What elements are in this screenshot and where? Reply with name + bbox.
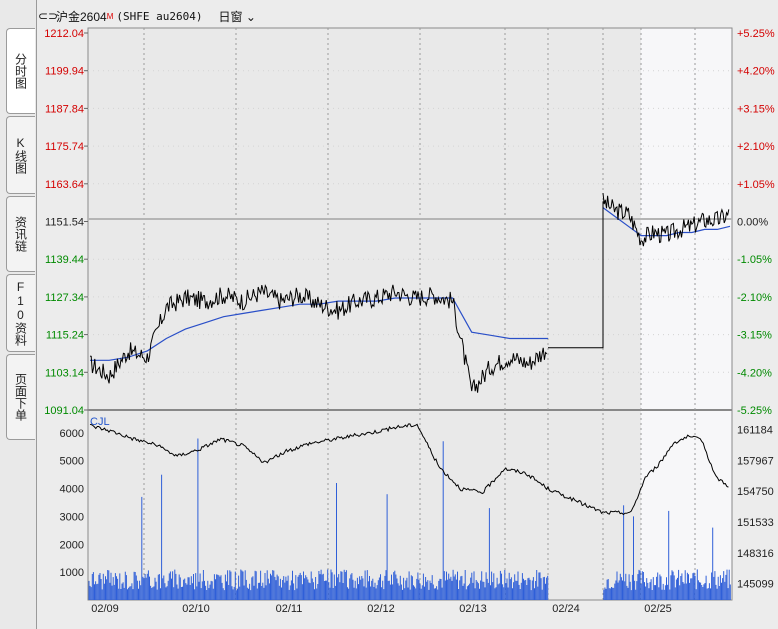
open-interest-tick-label: 154750 bbox=[737, 486, 774, 498]
volume-tick-label: 1000 bbox=[60, 567, 84, 579]
volume-label: CJL bbox=[90, 416, 110, 428]
percent-tick-label: +2.10% bbox=[737, 141, 775, 153]
window-selector[interactable]: 日窗 ⌄ bbox=[218, 8, 255, 25]
price-tick-label: 1139.44 bbox=[45, 254, 84, 266]
link-icon[interactable]: ⊂⊃ bbox=[38, 9, 59, 23]
percent-tick-label: +3.15% bbox=[737, 103, 775, 115]
time-tick-label: 02/12 bbox=[367, 603, 395, 615]
percent-axis: +5.25% +4.20% +3.15% +2.10% +1.05% 0.00% -1.05… bbox=[737, 28, 775, 417]
price-tick-label: 1163.64 bbox=[45, 179, 84, 191]
percent-tick-label: 0.00% bbox=[737, 217, 768, 229]
price-tick-label: 1103.14 bbox=[45, 367, 84, 379]
night-session-shade bbox=[641, 28, 732, 600]
tab-news[interactable]: 资讯链 bbox=[6, 196, 35, 272]
gap-connector-line bbox=[548, 201, 604, 349]
percent-tick-label: -1.05% bbox=[737, 254, 772, 266]
price-line bbox=[602, 192, 730, 247]
time-tick-label: 02/24 bbox=[552, 603, 580, 615]
tab-kline[interactable]: K线图 bbox=[6, 116, 35, 194]
window-label: 日窗 bbox=[218, 9, 243, 24]
volume-tick-label: 4000 bbox=[60, 484, 84, 496]
volume-tick-label: 3000 bbox=[60, 511, 84, 523]
percent-tick-label: -3.15% bbox=[737, 330, 772, 342]
open-interest-tick-label: 151533 bbox=[737, 517, 774, 529]
chevron-down-icon: ⌄ bbox=[245, 9, 256, 24]
price-tick-label: 1187.84 bbox=[45, 103, 84, 115]
percent-tick-label: -2.10% bbox=[737, 292, 772, 304]
percent-tick-label: +5.25% bbox=[737, 28, 775, 40]
price-axis: 1212.04 1199.94 1187.84 1175.74 1163.64 1151.… bbox=[44, 28, 88, 417]
price-tick-label: 1127.34 bbox=[45, 292, 84, 304]
average-price-line bbox=[602, 207, 731, 237]
open-interest-tick-label: 148316 bbox=[737, 548, 774, 560]
price-tick-label: 1199.94 bbox=[45, 66, 84, 78]
time-tick-label: 02/13 bbox=[459, 603, 487, 615]
time-tick-label: 02/11 bbox=[276, 603, 303, 615]
price-tick-label: 1175.74 bbox=[45, 141, 84, 153]
open-interest-line bbox=[89, 423, 729, 516]
instrument-code: (SHFE au2604) bbox=[116, 9, 203, 23]
time-axis: 02/09 02/10 02/11 02/12 02/13 02/24 02/25 bbox=[91, 603, 672, 615]
price-pane bbox=[89, 192, 731, 393]
tab-order-label: 页面下单 bbox=[13, 373, 28, 421]
sidebar: 分时图 K线图 资讯链 F10资料 页面下单 bbox=[0, 0, 37, 629]
time-tick-label: 02/25 bbox=[644, 603, 672, 615]
main-contract-marker: M bbox=[106, 11, 114, 21]
open-interest-tick-label: 157967 bbox=[737, 455, 774, 467]
time-tick-label: 02/10 bbox=[182, 603, 210, 615]
price-tick-label: 1212.04 bbox=[44, 28, 84, 40]
percent-tick-label: +1.05% bbox=[737, 179, 775, 191]
tab-f10-label: F10资料 bbox=[13, 280, 28, 346]
price-tick-label: 1151.54 bbox=[45, 217, 84, 229]
chart-header: ⊂⊃ 沪金2604 M (SHFE au2604) 日窗 ⌄ bbox=[38, 5, 256, 27]
tab-intraday-label: 分时图 bbox=[13, 53, 28, 89]
price-tick-label: 1115.24 bbox=[46, 330, 84, 342]
percent-tick-label: +4.20% bbox=[737, 66, 775, 78]
price-line bbox=[89, 284, 548, 393]
volume-tick-label: 2000 bbox=[60, 539, 84, 551]
volume-tick-label: 5000 bbox=[60, 456, 84, 468]
volume-pane bbox=[88, 423, 731, 600]
tab-f10[interactable]: F10资料 bbox=[6, 274, 35, 352]
open-interest-axis: 161184 157967 154750 151533 148316 145099 bbox=[737, 424, 774, 590]
time-tick-label: 02/09 bbox=[91, 603, 119, 615]
tab-intraday[interactable]: 分时图 bbox=[6, 28, 35, 114]
price-tick-label: 1091.04 bbox=[44, 405, 84, 417]
tab-kline-label: K线图 bbox=[13, 136, 28, 174]
volume-axis: 6000 5000 4000 3000 2000 1000 bbox=[60, 428, 84, 579]
tab-news-label: 资讯链 bbox=[13, 216, 28, 252]
percent-tick-label: -4.20% bbox=[737, 367, 772, 379]
tab-order[interactable]: 页面下单 bbox=[6, 354, 35, 440]
open-interest-tick-label: 145099 bbox=[737, 579, 774, 591]
chart-background bbox=[88, 28, 732, 600]
percent-tick-label: -5.25% bbox=[737, 405, 772, 417]
instrument-name: 沪金2604 bbox=[56, 9, 107, 24]
volume-tick-label: 6000 bbox=[60, 428, 84, 440]
open-interest-tick-label: 161184 bbox=[737, 424, 773, 436]
